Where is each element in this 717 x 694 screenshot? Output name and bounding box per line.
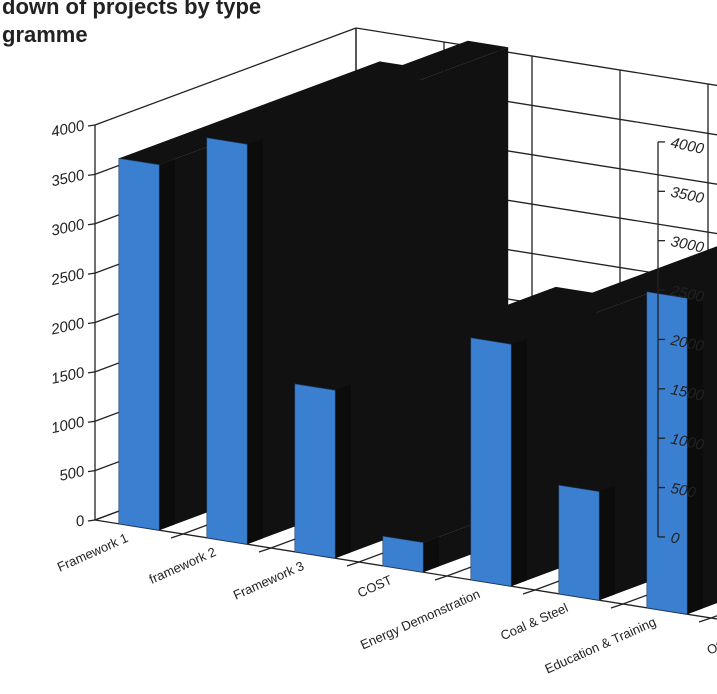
y-tick-left: [87, 272, 96, 275]
y-tick-label-left: 2000: [49, 315, 87, 339]
y-tick-left: [87, 469, 96, 473]
y-tick-label-right: 3000: [669, 233, 706, 257]
bar: [294, 383, 336, 559]
category-tick: [610, 603, 624, 609]
y-tick-label-right: 2500: [668, 282, 706, 306]
category-label: Framework 3: [231, 558, 306, 603]
category-tick: [346, 561, 360, 567]
category-tick: [522, 589, 536, 595]
y-tick-label-left: 500: [58, 463, 87, 485]
bar: [206, 137, 248, 545]
y-tick-label-right: 4000: [669, 134, 706, 158]
chart-title: down of projects by type gramme: [2, 0, 261, 47]
bar-side: [159, 159, 175, 531]
category-label: COST: [355, 572, 394, 600]
y-tick-left: [87, 321, 96, 325]
y-tick-left: [87, 223, 96, 226]
y-tick-label-left: 4000: [50, 117, 87, 141]
category-label: Energy Demonstration: [358, 586, 482, 652]
chart-title-line-2: gramme: [2, 22, 88, 47]
y-tick-left: [87, 519, 96, 522]
y-tick-label-left: 1500: [50, 364, 87, 388]
y-tick-label-left: 0: [74, 512, 86, 530]
y-tick-left: [87, 124, 96, 127]
bar-side: [335, 384, 351, 559]
bar-side: [599, 485, 615, 601]
category-label: Coal & Steel: [498, 600, 570, 643]
bar: [118, 158, 160, 531]
category-label: framework 2: [147, 544, 218, 587]
y-tick-label-right: 3500: [669, 184, 706, 208]
category-label: Others: [704, 628, 717, 658]
y-tick-label-left: 3500: [50, 167, 87, 191]
bar-side: [687, 292, 703, 615]
category-label: Education & Training: [543, 614, 659, 676]
y-tick-left: [87, 173, 96, 177]
bar: [558, 484, 600, 601]
bar-side: [247, 138, 263, 545]
bar-side: [423, 536, 439, 573]
chart-title-line-1: down of projects by type: [2, 0, 261, 19]
category-tick: [698, 617, 712, 623]
left-wall-gridline: [94, 27, 357, 126]
category-label: Framework 1: [55, 530, 130, 575]
y-tick-label-right: 2000: [668, 332, 706, 356]
bar-shadow-top: [470, 246, 717, 345]
category-tick: [170, 533, 184, 539]
y-tick-label-right: 1500: [669, 381, 706, 405]
y-tick-label-left: 2500: [49, 265, 87, 289]
y-tick-label-right: 500: [669, 480, 698, 502]
y-tick-left: [87, 420, 96, 423]
category-tick: [258, 547, 272, 553]
bar: [382, 535, 424, 573]
y-tick-left: [87, 371, 96, 374]
bar-shadow-top: [294, 286, 597, 391]
y-tick-label-left: 1000: [50, 413, 87, 437]
y-tick-label-right: 1000: [669, 430, 706, 454]
bars: [118, 137, 703, 615]
y-tick-label-left: 3000: [50, 216, 87, 240]
bar-side: [511, 338, 527, 587]
bar: [470, 337, 512, 587]
bar-shadow-top: [206, 40, 509, 145]
bar: [646, 291, 688, 615]
category-tick: [434, 575, 448, 581]
